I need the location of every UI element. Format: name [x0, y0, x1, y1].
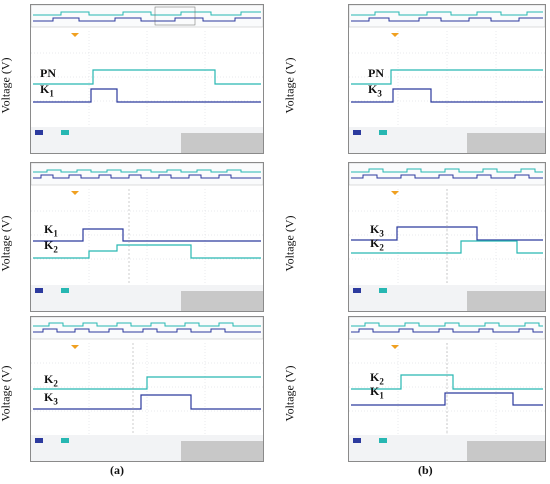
oscilloscope-screen — [30, 4, 264, 154]
scope-panel-a1: Voltage (V) PN — [0, 0, 270, 155]
trace-label-top: PN — [40, 66, 56, 80]
label-subscript: 2 — [379, 376, 384, 387]
trace-label-bottom: K2 — [370, 236, 384, 253]
trace-label-top: PN — [368, 66, 384, 80]
oscilloscope-screen — [30, 316, 264, 462]
trace-label-bottom: K3 — [368, 82, 382, 99]
label-subscript: 3 — [379, 228, 384, 239]
trace-label-top: K2 — [370, 370, 384, 387]
oscilloscope-screen — [348, 4, 546, 154]
scope-traces — [349, 5, 545, 153]
trace-label-bottom: K3 — [44, 390, 58, 407]
scope-panel-b2: Voltage (V) K3 K2 — [282, 158, 550, 313]
label-subscript: 2 — [53, 378, 58, 389]
scope-panel-a3: Voltage (V) K2 K3 — [0, 312, 270, 464]
scope-panel-b3: Voltage (V) K2 K1 — [282, 312, 550, 464]
trace-label-bottom: K2 — [44, 238, 58, 255]
scope-traces — [31, 163, 263, 311]
scope-traces — [31, 5, 263, 153]
scope-traces — [31, 317, 263, 461]
oscilloscope-screen — [348, 316, 546, 462]
trace-label-top: K2 — [44, 372, 58, 389]
trace-label-bottom: K1 — [40, 82, 54, 99]
scope-traces — [349, 163, 545, 311]
label-subscript: 1 — [53, 228, 58, 239]
oscilloscope-screen — [348, 162, 546, 312]
scope-traces — [349, 317, 545, 461]
label-subscript: 2 — [379, 242, 384, 253]
caption-b: (b) — [418, 463, 433, 477]
trace-label-bottom: K1 — [370, 384, 384, 401]
y-axis-label: Voltage (V) — [282, 57, 297, 114]
label-subscript: 3 — [53, 396, 58, 407]
oscilloscope-screen — [30, 162, 264, 312]
label-subscript: 1 — [379, 390, 384, 401]
trace-label-top: K1 — [44, 222, 58, 239]
trace-label-top: K3 — [370, 222, 384, 239]
caption-a: (a) — [110, 463, 124, 477]
scope-panel-a2: Voltage (V) K1 K2 — [0, 158, 270, 313]
label-subscript: 3 — [377, 88, 382, 99]
scope-panel-b1: Voltage (V) PN K3 — [282, 0, 550, 155]
y-axis-label: Voltage (V) — [0, 215, 13, 272]
label-subscript: 1 — [49, 88, 54, 99]
label-subscript: 2 — [53, 244, 58, 255]
y-axis-label: Voltage (V) — [0, 365, 13, 422]
y-axis-label: Voltage (V) — [0, 57, 13, 114]
y-axis-label: Voltage (V) — [282, 365, 297, 422]
y-axis-label: Voltage (V) — [282, 215, 297, 272]
